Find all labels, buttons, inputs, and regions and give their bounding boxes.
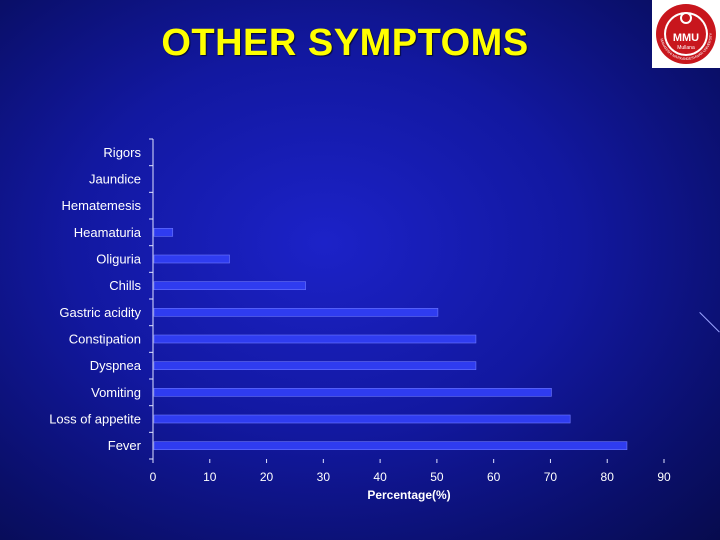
category-label: Dyspnea: [90, 358, 142, 373]
chart-bars: [153, 228, 628, 450]
university-logo: MMU Mullana MAHARISHI MARKANDESHWAR UNIV…: [652, 0, 720, 68]
category-label: Loss of appetite: [49, 412, 141, 427]
bar-dyspnea: [153, 361, 477, 370]
mmu-seal-icon: MMU Mullana MAHARISHI MARKANDESHWAR UNIV…: [656, 4, 716, 64]
category-label: Rigors: [103, 145, 141, 160]
category-label: Heamaturia: [74, 225, 142, 240]
category-label: Chills: [109, 278, 141, 293]
bar-heamaturia: [153, 228, 174, 237]
x-tick-label: 60: [487, 470, 501, 484]
category-label: Hematemesis: [62, 198, 142, 213]
chart-category-labels: Rigors Jaundice Hematemesis Heamaturia Oligu…: [49, 145, 142, 453]
x-axis-title: Percentage(%): [367, 488, 450, 502]
bar-vomiting: [153, 388, 552, 397]
category-label: Fever: [108, 438, 142, 453]
x-tick-label: 80: [601, 470, 615, 484]
logo-subtext: Mullana: [677, 45, 695, 51]
x-tick-label: 0: [150, 470, 157, 484]
x-tick-label: 20: [260, 470, 274, 484]
category-label: Jaundice: [89, 172, 141, 187]
x-tick-label: 40: [373, 470, 387, 484]
bar-chills: [153, 281, 306, 290]
x-tick-label: 50: [430, 470, 444, 484]
chart-axes: [149, 138, 665, 463]
bar-oliguria: [153, 254, 230, 264]
slide-title: OTHER SYMPTOMS: [161, 22, 529, 64]
logo-text: MMU: [673, 32, 699, 44]
x-tick-label: 10: [203, 470, 217, 484]
category-label: Oliguria: [96, 252, 142, 267]
x-tick-label: 30: [317, 470, 331, 484]
bar-loss-of-appetite: [153, 414, 571, 424]
bar-fever: [153, 441, 628, 450]
category-label: Constipation: [69, 332, 141, 347]
category-label: Gastric acidity: [59, 305, 141, 320]
bar-gastric-acidity: [153, 308, 439, 317]
x-tick-label: 90: [657, 470, 671, 484]
chart-tick-labels: 0 10 20 30 40 50 60 70 80 90: [150, 470, 671, 484]
category-label: Vomiting: [91, 385, 141, 400]
bar-constipation: [153, 334, 477, 344]
x-tick-label: 70: [544, 470, 558, 484]
